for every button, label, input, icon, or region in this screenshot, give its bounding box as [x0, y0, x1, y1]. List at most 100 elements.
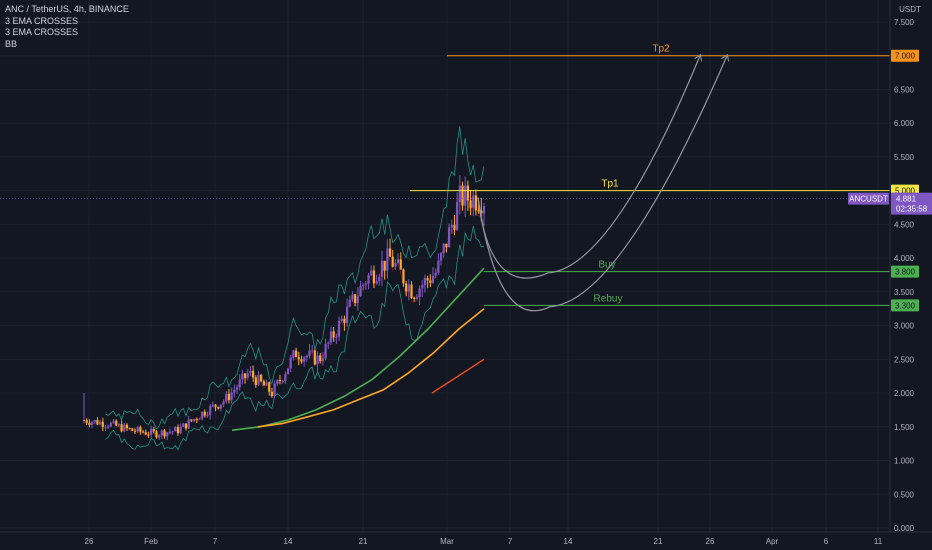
candle-body	[115, 420, 118, 426]
candle-body	[128, 428, 131, 430]
candle-body	[260, 374, 263, 382]
candle-body	[144, 432, 147, 435]
candle-body	[99, 421, 102, 425]
candle-body	[222, 401, 225, 405]
candle-body	[171, 431, 174, 433]
current-price-value: 4.881	[896, 195, 917, 204]
candle-body	[120, 424, 123, 432]
candle-body	[109, 422, 112, 427]
projection-path-rebuy[interactable]	[477, 56, 727, 312]
candle-body	[464, 185, 467, 206]
candle-body	[466, 185, 469, 201]
price-tick-label: 2.500	[894, 355, 915, 364]
candlestick-series	[82, 175, 486, 441]
time-tick-label: 21	[359, 537, 368, 546]
price-tick-label: 4.000	[894, 254, 915, 263]
candle-body	[152, 429, 155, 432]
level-label-tp2: Tp2	[652, 44, 670, 55]
symbol-tag-text: ANCUSDT	[849, 195, 888, 204]
candle-body	[166, 432, 169, 437]
candle-body	[179, 426, 182, 434]
candle-body	[273, 383, 276, 397]
candle-body	[383, 260, 386, 271]
price-tick-label: 5.500	[894, 153, 915, 162]
time-axis[interactable]: 26 Feb 7 14 21 Mar 7 14 21 26 Apr 6 11	[85, 537, 883, 546]
countdown-timer: 02:35:58	[896, 205, 928, 214]
candle-body	[101, 421, 104, 428]
candle-body	[300, 359, 303, 362]
level-label-rebuy: Rebuy	[594, 293, 623, 304]
candle-body	[184, 423, 188, 429]
price-tick-label: 0.000	[894, 524, 915, 533]
time-tick-label: 11	[874, 537, 883, 546]
candle-body	[235, 387, 239, 390]
candle-body	[176, 427, 180, 434]
time-tick-label: 6	[824, 537, 829, 546]
candle-body	[278, 380, 282, 382]
price-tick-label: 0.500	[894, 490, 915, 499]
time-tick-label: 14	[284, 537, 293, 546]
candle-body	[316, 355, 319, 365]
candle-body	[351, 294, 354, 300]
candle-body	[445, 243, 448, 248]
candle-body	[192, 418, 196, 421]
candle-body	[477, 210, 480, 212]
candle-body	[195, 418, 198, 420]
candle-body	[198, 418, 201, 420]
candle-body	[388, 248, 392, 257]
candle-body	[480, 210, 483, 214]
symbol-title[interactable]: ANC / TetherUS, 4h, BINANCE	[5, 4, 129, 14]
time-tick-label: 26	[706, 537, 715, 546]
candle-body	[158, 435, 161, 438]
candle-body	[238, 379, 241, 388]
price-tick-label: 4.500	[894, 220, 915, 229]
candle-body	[90, 422, 94, 425]
indicator-ema-crosses-2[interactable]: 3 EMA CROSSES	[5, 27, 79, 37]
candle-body	[439, 253, 443, 261]
candle-body	[206, 415, 209, 417]
candle-body	[429, 280, 432, 283]
candle-body	[203, 411, 206, 416]
candle-body	[423, 278, 427, 286]
candle-body	[268, 382, 271, 392]
candle-body	[391, 256, 394, 267]
price-tick-label: 6.500	[894, 85, 915, 94]
candle-body	[270, 391, 274, 397]
candle-body	[308, 350, 311, 356]
price-tick-label: 3.000	[894, 322, 915, 331]
candle-body	[437, 260, 440, 273]
indicator-bb[interactable]: BB	[5, 38, 18, 49]
chart-legend: ANC / TetherUS, 4h, BINANCE 3 EMA CROSSE…	[5, 4, 129, 50]
candle-body	[458, 185, 461, 203]
candle-body	[329, 331, 333, 343]
projection-path-buy[interactable]	[477, 56, 700, 279]
candle-body	[461, 185, 464, 206]
candle-body	[217, 406, 220, 409]
candle-body	[402, 269, 405, 284]
candle-body	[265, 382, 268, 386]
level-lines[interactable]: Tp2 Tp1 Buy Rebuy	[0, 44, 890, 306]
candle-body	[286, 368, 290, 375]
price-tag-buy	[891, 265, 919, 278]
bb-upper	[105, 126, 485, 430]
price-tick-label: 3.500	[894, 288, 915, 297]
candle-body	[249, 370, 252, 374]
candle-body	[112, 420, 115, 423]
time-tick-label: Mar	[440, 537, 454, 546]
indicator-ema-crosses-1[interactable]: 3 EMA CROSSES	[5, 15, 79, 26]
candle-body	[474, 195, 478, 211]
candle-body	[413, 297, 416, 299]
symbol-tag	[848, 192, 889, 205]
candle-body	[289, 357, 292, 369]
price-tag-text-tp2: 7.000	[895, 52, 916, 61]
time-tick-label: Apr	[766, 537, 779, 546]
candle-body	[168, 431, 172, 433]
projection-arrows[interactable]	[477, 56, 727, 312]
price-tick-label: 1.000	[894, 457, 915, 466]
candle-body	[356, 296, 359, 303]
price-tag-tp2	[891, 49, 919, 62]
bb-basis	[105, 190, 485, 440]
candle-body	[284, 374, 287, 381]
